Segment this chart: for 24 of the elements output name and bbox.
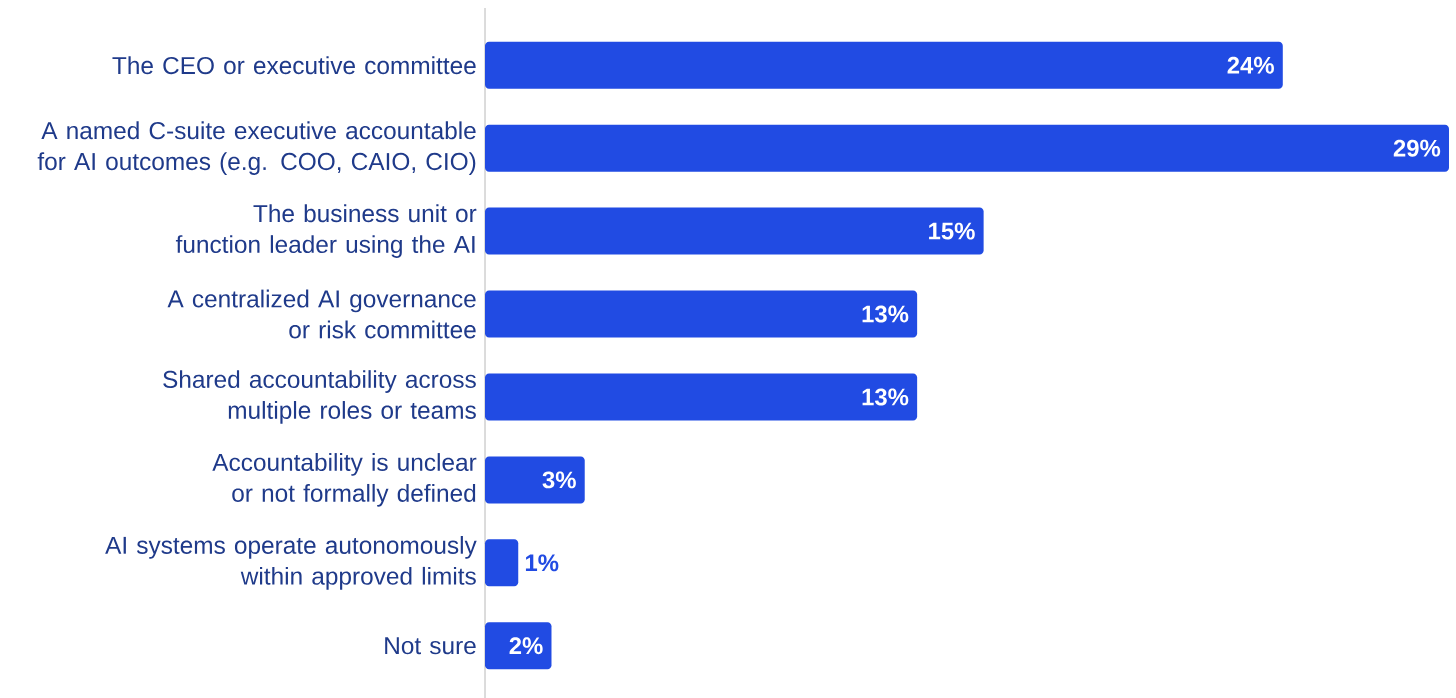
bar: [485, 207, 984, 255]
data-label: 13%: [862, 388, 909, 406]
y-tick-label: Accountability is unclear or not formally defined: [212, 452, 477, 507]
y-tick-label: Shared accountability across multiple roles or teams: [163, 369, 476, 424]
data-label: 3%: [542, 471, 576, 489]
y-tick-label: The CEO or executive committee: [112, 56, 476, 74]
data-label: 13%: [862, 305, 909, 323]
data-label: 1%: [525, 554, 559, 572]
bar: [485, 41, 1283, 89]
bar: [485, 456, 585, 504]
y-tick-label: A named C-suite executive accountable for AI outcomes (e.g. COO, CAIO, CIO): [37, 121, 476, 175]
bar: [485, 539, 519, 587]
y-tick-label: Not sure: [385, 637, 476, 655]
y-tick-label: The business unit or function leader using the AI: [175, 204, 477, 258]
y-tick-label: A centralized AI governance or risk committee: [167, 289, 476, 339]
bar: [485, 622, 552, 670]
data-label: 15%: [929, 222, 975, 240]
data-label: 2%: [509, 637, 543, 655]
bar: [485, 373, 918, 421]
bar: [485, 290, 918, 338]
data-label: 29%: [1393, 139, 1441, 157]
data-label: 24%: [1227, 56, 1274, 74]
y-tick-label: AI systems operate autonomously within approved limits: [105, 535, 477, 590]
bar: [485, 124, 1449, 172]
